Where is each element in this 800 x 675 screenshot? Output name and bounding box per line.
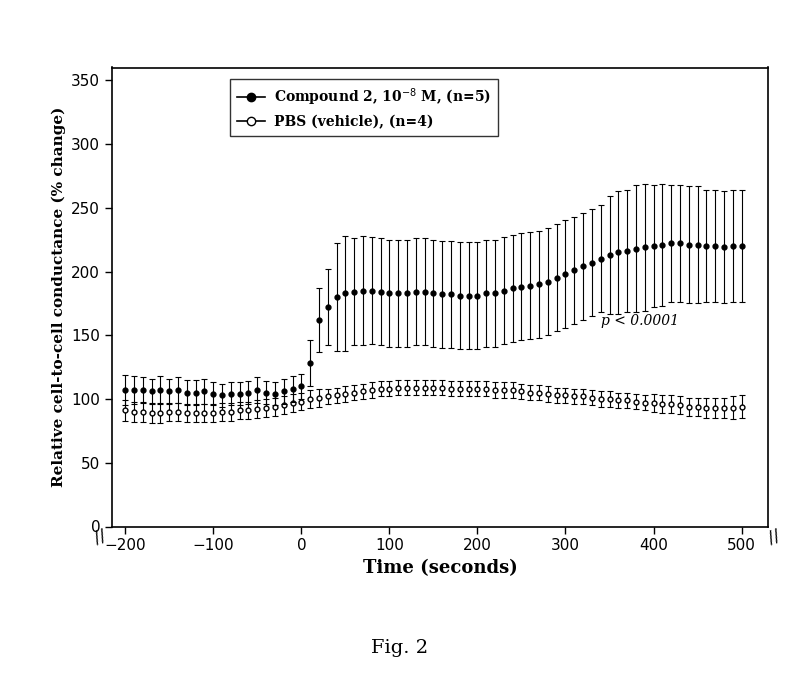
Text: //: //	[766, 526, 782, 547]
Text: Fig. 2: Fig. 2	[371, 639, 429, 657]
Text: p < 0.0001: p < 0.0001	[601, 314, 678, 328]
Legend: Compound 2, 10$^{-8}$ M, (n=5), PBS (vehicle), (n=4): Compound 2, 10$^{-8}$ M, (n=5), PBS (veh…	[230, 79, 498, 136]
X-axis label: Time (seconds): Time (seconds)	[362, 559, 518, 577]
Y-axis label: Relative cell-to-cell conductance (% change): Relative cell-to-cell conductance (% cha…	[51, 107, 66, 487]
Text: //: //	[92, 526, 108, 547]
